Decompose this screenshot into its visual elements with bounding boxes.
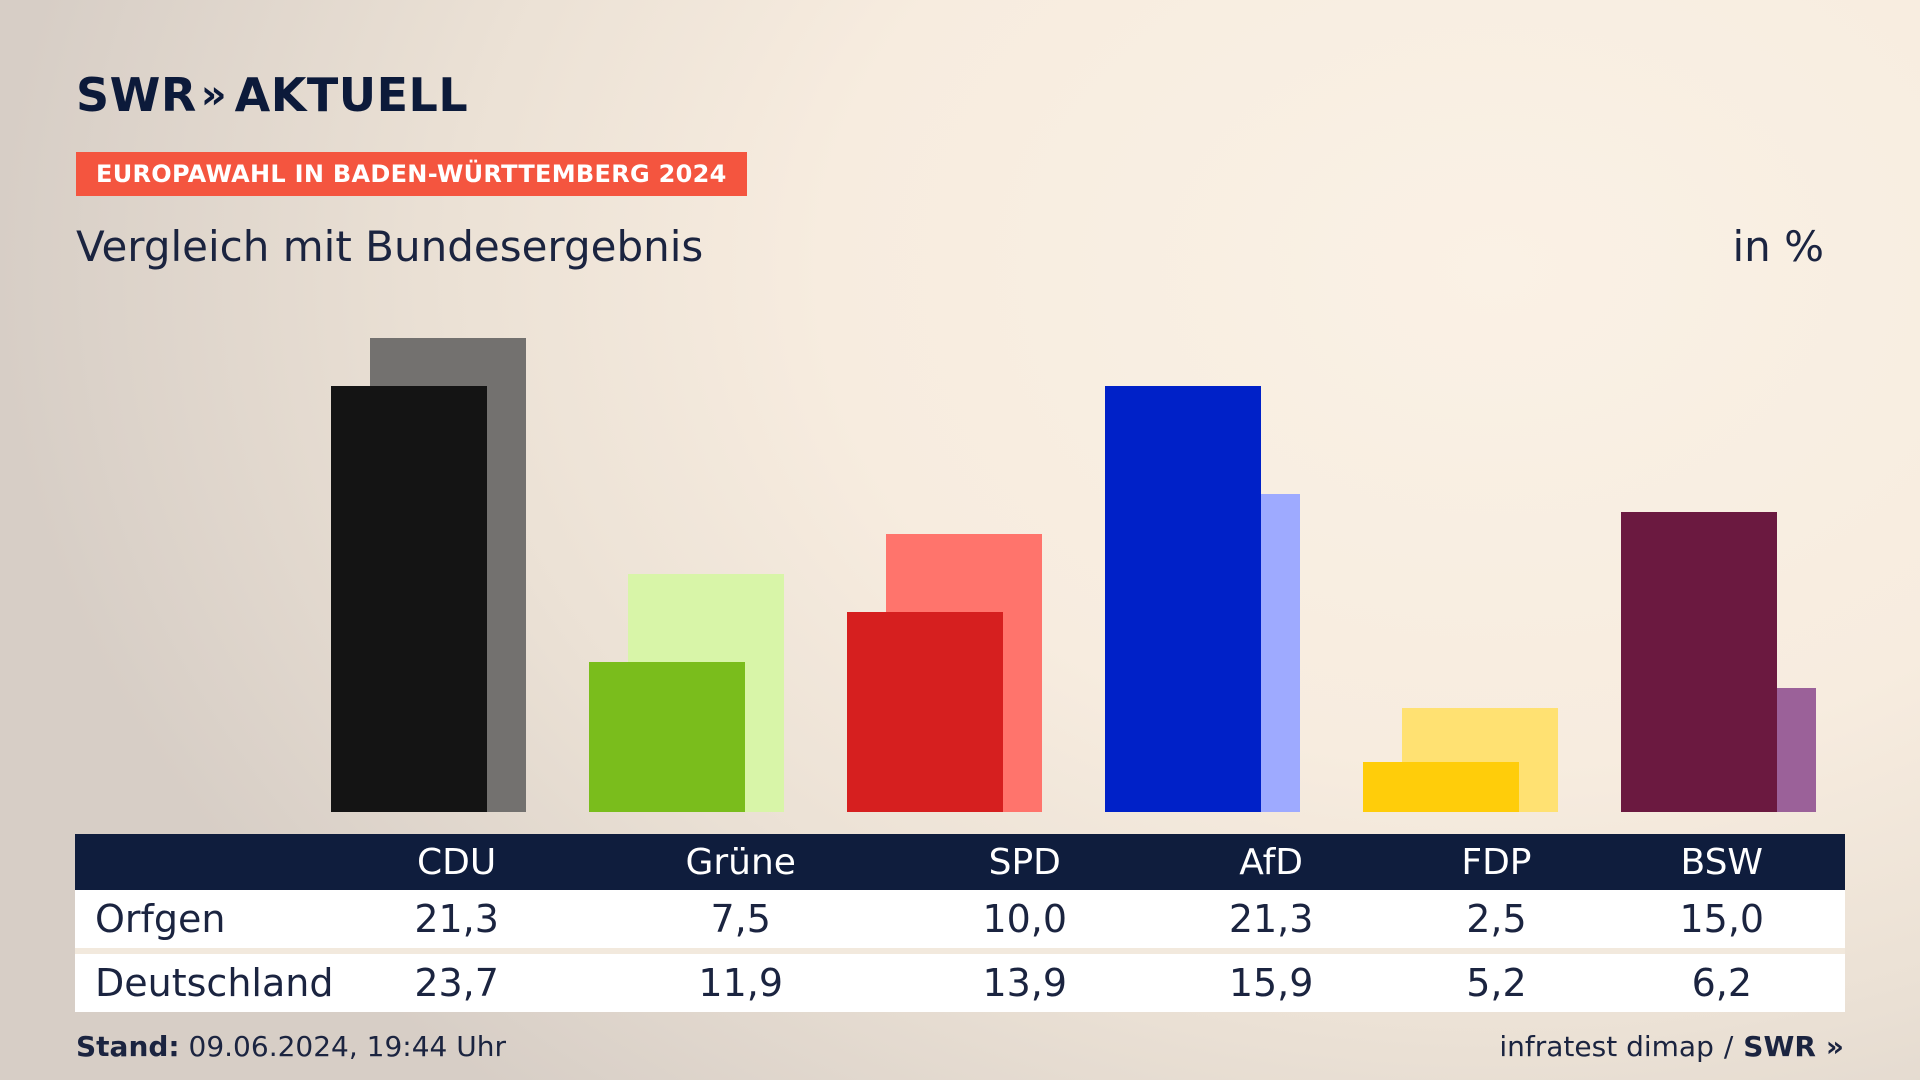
stand-label: Stand: xyxy=(76,1030,180,1063)
source-brand: SWR xyxy=(1743,1030,1816,1063)
header-bsw: BSW xyxy=(1680,841,1764,883)
unit-label: in % xyxy=(1732,222,1824,271)
logo-swr: SWR xyxy=(76,68,197,122)
timestamp: Stand: 09.06.2024, 19:44 Uhr xyxy=(76,1030,506,1063)
cell-value: 7,5 xyxy=(579,890,902,954)
source-separator: / xyxy=(1723,1030,1734,1063)
header-cdu: CDU xyxy=(417,841,497,883)
cell-value: 15,0 xyxy=(1598,890,1845,954)
source-chevrons-icon: » xyxy=(1825,1030,1844,1063)
table-corner xyxy=(75,834,333,890)
bar-orfgen-fdp xyxy=(1363,762,1519,812)
cell-value: 23,7 xyxy=(414,961,499,1005)
results-table: CDU Grüne SPD AfD FDP BSW Orfgen 21,3 7,… xyxy=(75,834,1845,1012)
swr-aktuell-logo: SWR » AKTUELL xyxy=(76,68,468,122)
cell-value: 6,2 xyxy=(1691,961,1752,1005)
bar-chart xyxy=(331,338,1816,812)
cell-value: 13,9 xyxy=(982,961,1068,1005)
table-row: Deutschland 23,7 11,9 13,9 15,9 5,2 6,2 xyxy=(75,954,1845,1012)
row-label-deutschland: Deutschland xyxy=(95,961,334,1005)
cell-value: 21,3 xyxy=(1147,890,1395,954)
header-gruene: Grüne xyxy=(685,841,796,883)
source-name: infratest dimap xyxy=(1499,1030,1714,1063)
cell-value: 15,9 xyxy=(1228,961,1314,1005)
header-afd: AfD xyxy=(1239,841,1303,883)
cell-value: 21,3 xyxy=(333,890,580,954)
table-header-row: CDU Grüne SPD AfD FDP BSW xyxy=(75,834,1845,890)
stand-value: 09.06.2024, 19:44 Uhr xyxy=(188,1030,506,1063)
bar-orfgen-afd xyxy=(1105,386,1261,812)
bar-orfgen-gruene xyxy=(589,662,745,812)
chart-subtitle: Vergleich mit Bundesergebnis xyxy=(76,222,704,271)
bar-orfgen-cdu xyxy=(331,386,487,812)
cell-value: 10,0 xyxy=(901,890,1148,954)
table-row: Orfgen 21,3 7,5 10,0 21,3 2,5 15,0 xyxy=(75,890,1845,954)
row-label-orfgen: Orfgen xyxy=(75,890,334,954)
header-fdp: FDP xyxy=(1461,841,1532,883)
cell-value: 2,5 xyxy=(1394,890,1599,954)
cell-value: 11,9 xyxy=(698,961,783,1005)
cell-value: 5,2 xyxy=(1466,961,1527,1005)
bar-orfgen-bsw xyxy=(1621,512,1777,812)
logo-aktuell: AKTUELL xyxy=(234,68,469,122)
election-badge: EUROPAWAHL IN BADEN-WÜRTTEMBERG 2024 xyxy=(76,152,747,196)
header-spd: SPD xyxy=(988,841,1061,883)
bar-orfgen-spd xyxy=(847,612,1003,812)
source-credit: infratest dimap / SWR » xyxy=(1499,1030,1844,1063)
